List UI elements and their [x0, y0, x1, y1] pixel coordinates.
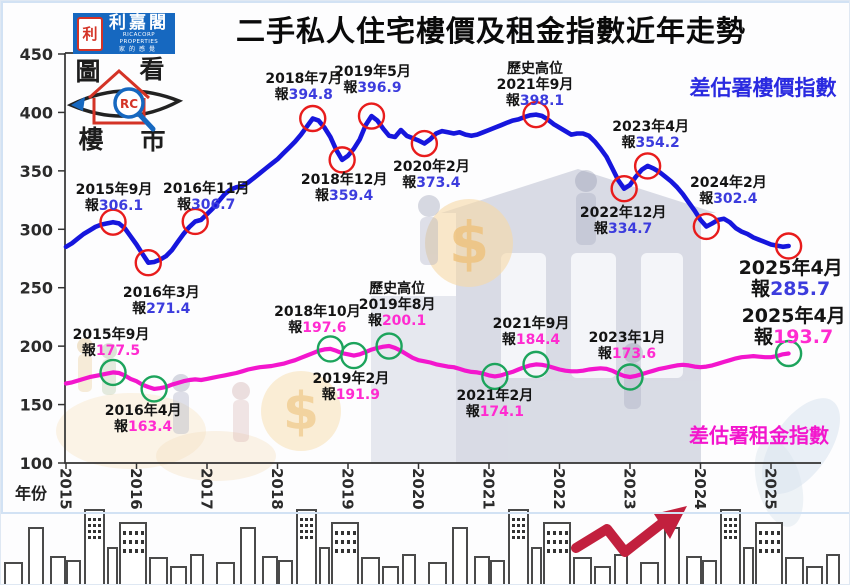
svg-text:$: $ [449, 209, 489, 277]
data-point-marker [134, 249, 162, 277]
legend-price-index: 差估署樓價指數 [689, 76, 837, 100]
x-axis-tick-label: 2019 [339, 468, 357, 510]
x-axis-tick-label: 2024 [691, 468, 709, 510]
data-point-marker [692, 212, 721, 241]
coin-icon: $ $ [261, 199, 513, 451]
logo-tagline: 家的感覺 [118, 45, 159, 53]
up-arrow-icon [571, 506, 687, 557]
data-point-marker [522, 100, 550, 129]
data-point-marker [616, 363, 644, 391]
house-icon [87, 68, 151, 125]
data-point-marker [410, 129, 439, 158]
y-axis-tick-label: 300 [20, 220, 53, 239]
svg-text:$: $ [283, 382, 319, 442]
y-axis-tick-label: 450 [20, 45, 53, 64]
ricacorp-logo-text: 利嘉閣 RICACORP PROPERTIES 家的感覺 [107, 12, 171, 53]
x-axis-tick-label: 2025 [762, 468, 780, 510]
data-point-marker [774, 339, 803, 368]
x-axis-tick-label: 2015 [57, 468, 75, 510]
magnifier-monogram-icon: RC [113, 87, 156, 132]
logo-char-2: 看 [139, 55, 164, 84]
people-silhouettes [77, 170, 643, 442]
data-point-marker [357, 102, 386, 130]
skyline-decoration [4, 506, 840, 584]
data-point-marker [181, 207, 209, 236]
eye-icon [66, 89, 184, 118]
x-axis-tick-label: 2022 [550, 468, 568, 510]
logo-char-1: 圖 [75, 57, 100, 86]
axis-group: 100 150 200 250 300 350 400 450 2015 2016 2017 2018… [20, 45, 821, 510]
rent-index-line [63, 343, 791, 391]
data-point-marker [633, 152, 662, 180]
x-axis-tick-label: 2020 [409, 468, 427, 510]
y-axis-tick-label: 200 [20, 337, 53, 356]
ricacorp-logo: 利 利嘉閣 RICACORP PROPERTIES 家的感覺 [73, 13, 175, 54]
data-point-marker [774, 232, 803, 260]
tukan-market-eye-logo: 圖 看 樓 市 RC [66, 55, 184, 155]
data-point-marker [99, 358, 127, 387]
data-point-marker [481, 362, 509, 391]
x-axis-tick-label: 2016 [127, 468, 145, 510]
x-axis-tick-label: 2021 [480, 468, 498, 510]
y-axis-tick-label: 100 [20, 454, 53, 473]
y-axis-tick-label: 400 [20, 103, 53, 122]
x-axis-title: 年份 [15, 484, 48, 503]
background-blobs [56, 393, 841, 527]
x-axis-tick-label: 2017 [198, 468, 216, 510]
y-axis-tick-label: 150 [20, 396, 53, 415]
data-point-marker [99, 208, 127, 236]
data-point-marker [140, 375, 168, 403]
logo-char-3: 樓 [78, 125, 103, 154]
data-point-marker [375, 332, 403, 360]
ricacorp-seal-icon: 利 [77, 16, 103, 51]
x-axis-tick-label: 2018 [268, 468, 286, 510]
svg-text:RC: RC [120, 97, 138, 111]
y-axis-tick-label: 250 [20, 279, 53, 298]
y-axis-tick-label: 350 [20, 162, 53, 181]
data-point-marker [340, 341, 368, 370]
logo-subtitle: RICACORP PROPERTIES [119, 31, 159, 45]
page-title: 二手私人住宅樓價及租金指數近年走勢 [235, 14, 747, 48]
data-point-marker [299, 104, 327, 133]
logo-name: 利嘉閣 [109, 12, 169, 33]
legend-rent-index: 差估署租金指數 [689, 423, 829, 448]
data-point-marker [610, 175, 638, 203]
data-point-marker [328, 146, 356, 174]
data-point-marker [522, 350, 550, 379]
x-axis-tick-label: 2023 [621, 468, 639, 510]
